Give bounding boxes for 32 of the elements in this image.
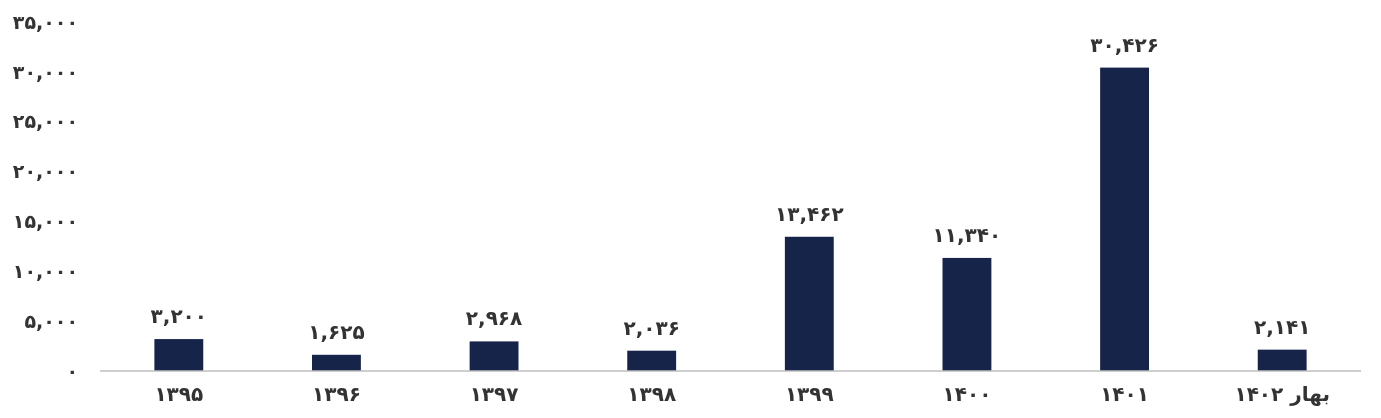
x-tick-label: ۱۳۹۹	[784, 382, 834, 406]
x-tick-label: ۱۳۹۶	[312, 382, 361, 406]
x-tick-label: بهار ۱۴۰۲	[1234, 382, 1330, 406]
y-tick-label: ۳۰,۰۰۰	[12, 60, 78, 83]
bar	[154, 339, 204, 371]
bar	[1100, 67, 1149, 371]
data-label: ۳۰,۴۲۶	[1090, 32, 1159, 57]
y-tick-label: ۳۵,۰۰۰	[12, 10, 78, 33]
data-label: ۲,۹۶۸	[465, 306, 523, 331]
data-label: ۱۳,۴۶۲	[774, 201, 844, 226]
bar	[627, 350, 677, 371]
data-label: ۳,۲۰۰	[150, 304, 208, 329]
data-label: ۲,۱۴۱	[1253, 314, 1311, 339]
bar	[1257, 349, 1307, 371]
y-tick-label: ۱۰,۰۰۰	[12, 259, 78, 282]
y-tick-label: ۵,۰۰۰	[24, 309, 78, 332]
x-tick-label: ۱۳۹۷	[469, 382, 519, 406]
bar	[784, 236, 834, 371]
x-tick-label: ۱۴۰۰	[942, 382, 992, 406]
y-tick-label: ۲۰,۰۰۰	[12, 160, 78, 183]
bar	[942, 257, 992, 371]
x-tick-label: ۱۳۹۵	[154, 382, 204, 406]
y-tick-label: ۱۵,۰۰۰	[12, 210, 78, 233]
data-label: ۱۱,۳۴۰	[932, 222, 1002, 247]
y-tick-label: ۲۵,۰۰۰	[12, 110, 78, 133]
bar	[312, 354, 361, 371]
x-tick-label: ۱۳۹۸	[627, 382, 677, 406]
x-tick-label: ۱۴۰۱	[1100, 382, 1149, 406]
bar	[469, 341, 519, 371]
y-tick-label: ۰	[66, 359, 78, 382]
data-label: ۲,۰۳۶	[623, 315, 680, 340]
data-label: ۱,۶۲۵	[308, 319, 365, 344]
